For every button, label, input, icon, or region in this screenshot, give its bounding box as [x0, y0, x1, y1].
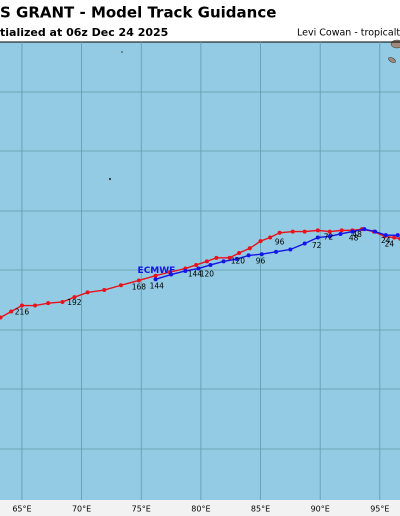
hour-label: 168 [132, 283, 147, 292]
track-point [383, 233, 388, 238]
subtitle: tialized at 06z Dec 24 2025 [0, 26, 168, 39]
track-point [395, 233, 400, 238]
hour-label: 24 [381, 236, 391, 245]
track [0, 228, 400, 319]
track-point [153, 277, 158, 282]
track-point [277, 230, 282, 235]
track-point [234, 257, 239, 262]
hour-label: 144 [150, 281, 165, 290]
ocean [0, 42, 400, 500]
track-point [60, 299, 65, 304]
track-point [302, 229, 307, 234]
x-tick-label: 65°E [12, 505, 31, 514]
track-point [196, 266, 201, 271]
lat-grid [0, 91, 400, 450]
land [390, 39, 400, 49]
x-tick-label: 90°E [311, 505, 330, 514]
hour-label: 144 [188, 270, 203, 279]
track-point [246, 253, 251, 258]
track-point [221, 259, 226, 264]
hour-label: 24 [385, 240, 395, 249]
hour-label: 72 [312, 241, 322, 250]
track-point [227, 255, 232, 260]
header [0, 0, 400, 42]
x-tick-label: 85°E [251, 505, 270, 514]
track-point [33, 303, 38, 308]
axis-strip [0, 500, 400, 516]
track-point [315, 235, 320, 240]
x-tick-label: 75°E [132, 505, 151, 514]
credit: Levi Cowan - tropicaltic [297, 28, 400, 39]
hour-label: 120 [231, 256, 246, 265]
track-point [373, 229, 378, 234]
hour-label: 120 [200, 270, 215, 279]
track-point [247, 246, 252, 251]
track-point [194, 262, 199, 267]
track-point [258, 239, 263, 244]
track-point [136, 278, 141, 283]
track-point [102, 288, 107, 293]
track-point [0, 315, 3, 320]
track-point [208, 262, 213, 267]
track-point [350, 229, 355, 234]
island [388, 57, 396, 63]
island [121, 51, 123, 53]
track-point [274, 249, 279, 254]
title: S GRANT - Model Track Guidance [0, 4, 276, 22]
track-point [327, 234, 332, 239]
track-point [362, 227, 367, 232]
track-point [339, 228, 344, 233]
track-point [327, 229, 332, 234]
track-point [315, 228, 320, 233]
track-point [259, 252, 264, 257]
track-point [302, 241, 307, 246]
track-point [338, 231, 343, 236]
track-point [118, 283, 123, 288]
track-point [290, 229, 295, 234]
track-point [9, 309, 14, 314]
x-tick-label: 70°E [72, 505, 91, 514]
track-point [288, 247, 293, 252]
track [155, 228, 398, 280]
hour-label: 96 [256, 256, 266, 265]
track-point [204, 259, 209, 264]
x-tick-label: 95°E [370, 505, 389, 514]
track-point [183, 268, 188, 273]
track-point [169, 272, 174, 277]
series-label: ECMWF [138, 266, 176, 276]
hour-label: 48 [349, 234, 359, 243]
island [108, 177, 112, 181]
track-point [153, 273, 158, 278]
track-point [268, 235, 273, 240]
hour-label: 96 [275, 237, 285, 246]
track-point [19, 303, 24, 308]
hour-label: 72 [324, 233, 334, 242]
track-point [85, 290, 90, 295]
hour-label: 192 [67, 298, 82, 307]
track-point [214, 255, 219, 260]
track-point [237, 251, 242, 256]
track-point [46, 301, 51, 306]
hour-label: 48 [352, 230, 362, 239]
track-point [72, 295, 77, 300]
x-tick-label: 80°E [191, 505, 210, 514]
hour-label: 216 [15, 308, 30, 317]
track-point [392, 235, 397, 240]
